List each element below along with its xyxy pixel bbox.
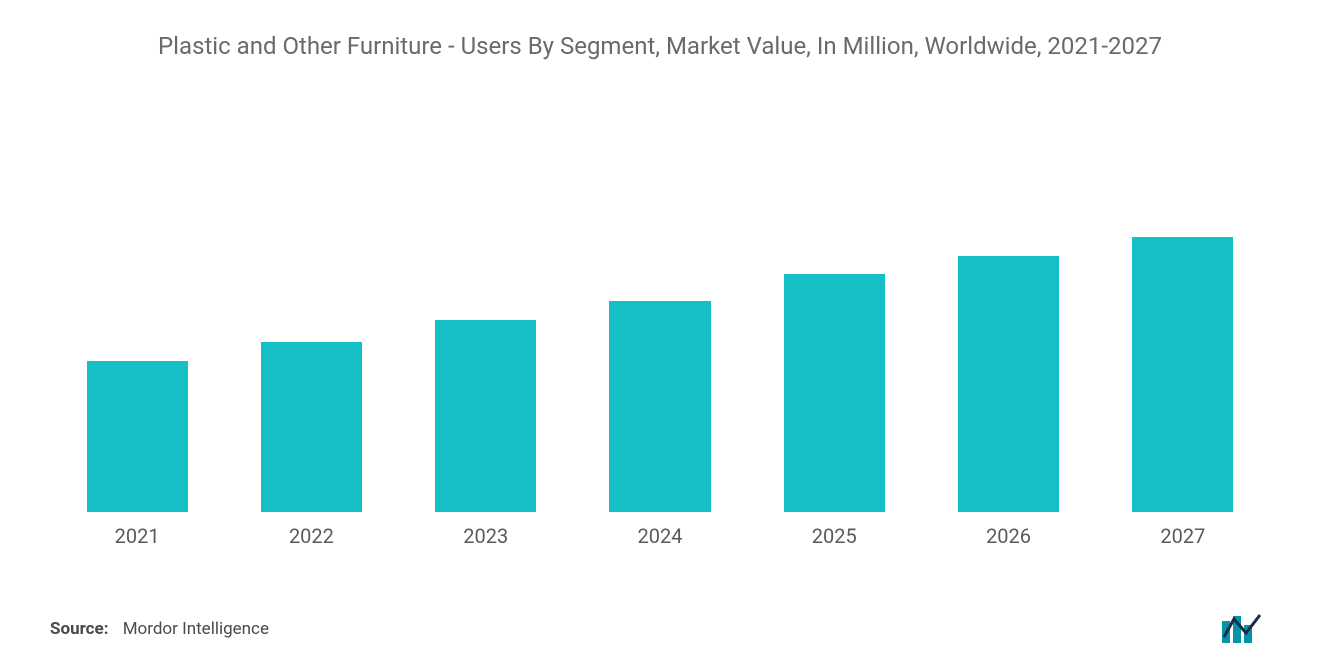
chart-container: Plastic and Other Furniture - Users By S… <box>0 0 1320 665</box>
bar-slot <box>921 122 1095 512</box>
x-tick-label: 2027 <box>1096 524 1270 548</box>
bar <box>87 361 188 512</box>
x-axis-labels: 2021202220232024202520262027 <box>40 512 1280 548</box>
x-tick-label: 2026 <box>921 524 1095 548</box>
x-tick-label: 2024 <box>573 524 747 548</box>
bar-slot <box>224 122 398 512</box>
bar-slot <box>573 122 747 512</box>
bar-slot <box>1096 122 1270 512</box>
x-tick-label: 2025 <box>747 524 921 548</box>
bar <box>609 301 710 513</box>
brand-logo <box>1222 613 1278 643</box>
bar-slot <box>399 122 573 512</box>
bar <box>784 274 885 513</box>
source-value: Mordor Intelligence <box>123 619 269 639</box>
chart-title: Plastic and Other Furniture - Users By S… <box>40 30 1280 62</box>
bar <box>435 320 536 512</box>
x-tick-label: 2023 <box>399 524 573 548</box>
x-tick-label: 2021 <box>50 524 224 548</box>
bar-slot <box>747 122 921 512</box>
source-label: Source: <box>50 619 108 639</box>
bar <box>1132 237 1233 512</box>
source-attribution: Source: Mordor Intelligence <box>50 619 269 639</box>
plot-area <box>40 122 1280 512</box>
bar <box>261 342 362 513</box>
bar <box>958 256 1059 512</box>
bar-slot <box>50 122 224 512</box>
x-tick-label: 2022 <box>224 524 398 548</box>
